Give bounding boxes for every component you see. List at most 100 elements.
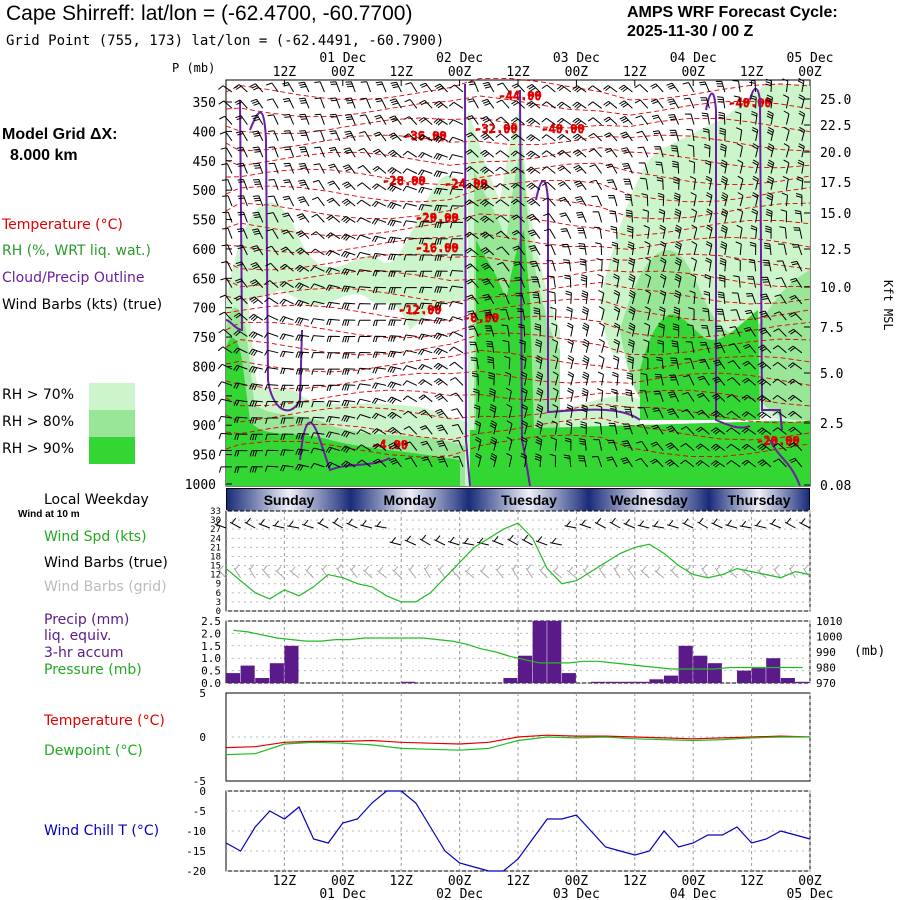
temp-contour <box>225 315 811 339</box>
wind-barb <box>280 367 294 375</box>
wind-barb <box>489 436 498 451</box>
wind-barb <box>279 464 294 472</box>
wind-barb <box>620 131 633 142</box>
wind-barb <box>775 277 787 288</box>
wind-barb <box>371 235 387 243</box>
wind-barb <box>403 318 417 326</box>
temp-contour <box>225 213 811 237</box>
wind-barb-true <box>476 537 489 546</box>
wind-barb <box>686 324 695 337</box>
wind-barb <box>310 283 325 290</box>
wind-barb-true <box>564 520 577 529</box>
wind-barb <box>266 82 279 93</box>
wind-barb <box>684 358 695 370</box>
wind-barb <box>702 128 710 141</box>
time-tick-top: 12Z <box>389 65 413 80</box>
wind-barb <box>574 196 587 207</box>
wind-barb <box>233 382 248 389</box>
wind-barb-grid <box>349 564 358 579</box>
wind-barb <box>526 150 541 158</box>
wind-barb <box>219 294 233 305</box>
wind-barb <box>741 443 756 452</box>
wind-barb <box>657 192 665 207</box>
precip-bar <box>751 668 766 683</box>
wind-barb <box>623 178 633 190</box>
wind-barb <box>266 228 279 239</box>
wind-barb <box>248 313 264 322</box>
time-tick-bottom: 00Z <box>565 874 589 889</box>
wind-barb <box>765 225 772 239</box>
wind-barb <box>536 403 544 419</box>
wind-barb <box>628 273 636 288</box>
wind-barb <box>311 352 325 359</box>
wind-barb <box>579 258 587 272</box>
wind-barb <box>418 379 433 386</box>
wind-barb <box>483 309 495 321</box>
wind-barb <box>495 150 510 158</box>
wind-barb <box>356 414 371 420</box>
wind-barb <box>311 400 325 408</box>
precip-bar <box>737 670 752 683</box>
wind-barb <box>650 98 664 109</box>
temp-tick-label: 0 <box>199 731 206 744</box>
precip-bar <box>226 673 241 683</box>
wind-barb <box>643 225 650 239</box>
rh90-swatch <box>89 437 135 464</box>
wind-barb <box>326 197 341 207</box>
wind-barb <box>760 293 772 305</box>
wind-barb <box>341 268 356 276</box>
rh90-low-layer <box>470 420 810 486</box>
height-tick-label: 25.0 <box>820 93 851 108</box>
wind-barb <box>780 209 787 223</box>
wind-barb <box>684 113 695 125</box>
wind-barb <box>418 134 433 142</box>
wind-barb <box>735 241 742 256</box>
wind-barb <box>581 387 589 402</box>
wind-barb <box>341 302 356 310</box>
wind-barb <box>465 132 479 142</box>
time-tick-top: 12Z <box>623 65 647 80</box>
wind-barb <box>687 144 695 158</box>
wind-barb <box>689 176 696 190</box>
wind-barb <box>314 81 325 93</box>
wind-barb <box>250 262 264 272</box>
wind-barb <box>372 286 387 294</box>
pressure-tick-label: 650 <box>193 272 216 287</box>
wind-barb <box>280 449 294 456</box>
time-tick-bottom: 12Z <box>506 874 530 889</box>
wind-barb <box>325 249 341 257</box>
wind-barb <box>543 213 556 223</box>
wind-barb <box>464 215 479 223</box>
wind-tick-label: 9 <box>216 580 221 590</box>
wind-barb <box>218 449 233 457</box>
wind-barb-true <box>332 517 344 529</box>
wind-barb <box>533 307 541 321</box>
wind-barb <box>688 160 696 174</box>
pressure-tick-label: 600 <box>193 243 216 258</box>
wind-barb <box>388 303 402 310</box>
wind-barb <box>748 258 757 272</box>
cross-section-wind-barbs <box>217 78 806 473</box>
wind-barb <box>668 114 680 125</box>
wind-barb <box>546 260 556 272</box>
precip-bar <box>284 645 299 683</box>
wind-barb <box>560 228 572 239</box>
wind-barb <box>651 424 664 435</box>
rh80-swatch <box>89 410 135 437</box>
wind-barb <box>712 376 726 386</box>
wind-barb <box>480 262 495 272</box>
wind-barb <box>779 226 787 239</box>
wind-barb <box>374 114 387 125</box>
wind-barb <box>388 457 402 468</box>
cloud-outline-9 <box>769 439 801 487</box>
wind-barb <box>757 394 772 403</box>
wind-barb <box>267 212 279 223</box>
wind-barb <box>782 175 789 190</box>
wind-barb <box>798 110 806 125</box>
wind-barb <box>689 290 696 304</box>
wind-barb <box>686 128 695 141</box>
wind-barb-grid <box>566 566 577 579</box>
precip-bar <box>795 681 810 683</box>
wind-barb <box>468 81 479 93</box>
legend-rh: RH (%, WRT liq. wat.) <box>2 243 151 259</box>
